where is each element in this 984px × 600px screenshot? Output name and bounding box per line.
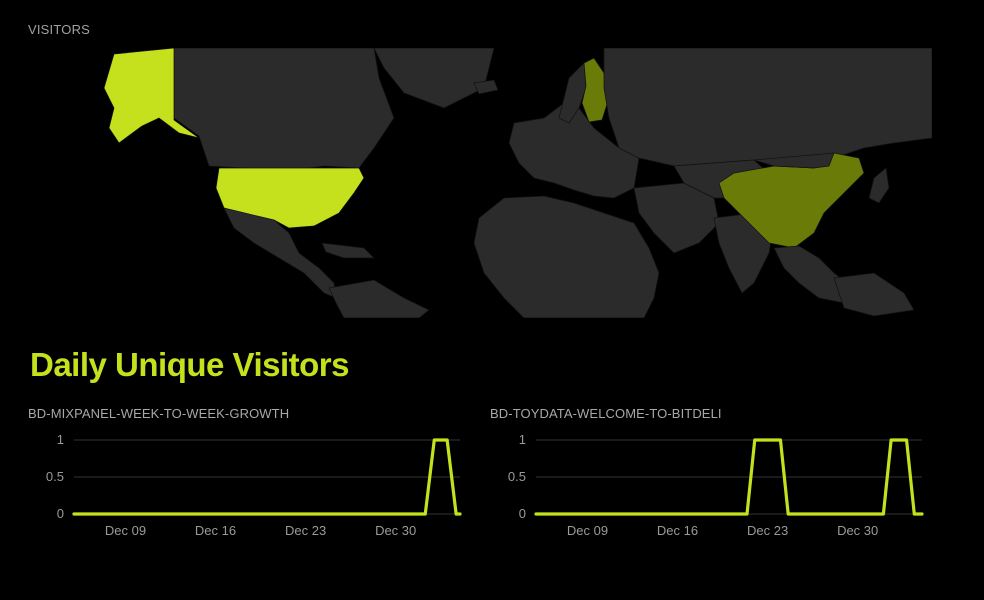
y-tick-label: 0 (519, 506, 526, 521)
x-tick-label: Dec 30 (837, 523, 878, 538)
map-country-alaska[interactable] (103, 48, 200, 144)
y-tick-label: 1 (57, 432, 64, 447)
y-tick-label: 0.5 (46, 469, 64, 484)
map-country-united-states[interactable] (215, 167, 365, 229)
x-tick-label: Dec 09 (105, 523, 146, 538)
map-country-south-america[interactable] (328, 279, 430, 318)
y-tick-label: 1 (519, 432, 526, 447)
line-chart: 1 0.5 0 Dec 09 Dec 16 Dec 23 Dec 30 (508, 432, 924, 538)
world-map (74, 48, 932, 318)
map-country-canada[interactable] (173, 48, 395, 171)
y-tick-label: 0.5 (508, 469, 526, 484)
x-tick-label: Dec 30 (375, 523, 416, 538)
chart-title: BD-TOYDATA-WELCOME-TO-BITDELI (490, 406, 722, 421)
map-country-greenland[interactable] (373, 48, 495, 109)
page-title: Daily Unique Visitors (30, 346, 349, 383)
map-country-mongolia[interactable] (753, 152, 835, 169)
visitors-section-label: VISITORS (28, 22, 91, 37)
chart-toydata: BD-TOYDATA-WELCOME-TO-BITDELI 1 0.5 0 Dec 0… (490, 404, 930, 538)
x-tick-label: Dec 23 (285, 523, 326, 538)
map-region-caribbean[interactable] (321, 242, 375, 259)
map-region-indonesia[interactable] (833, 272, 915, 317)
chart-mixpanel: BD-MIXPANEL-WEEK-TO-WEEK-GROWTH 1 0.5 0 Dec… (28, 404, 468, 538)
x-tick-label: Dec 16 (195, 523, 236, 538)
series-line (72, 438, 462, 516)
series-line (534, 438, 924, 516)
chart-title: BD-MIXPANEL-WEEK-TO-WEEK-GROWTH (28, 406, 290, 421)
map-country-japan[interactable] (868, 167, 890, 204)
line-chart: 1 0.5 0 Dec 09 Dec 16 Dec 23 Dec 30 (46, 432, 462, 538)
map-region-africa[interactable] (473, 195, 660, 318)
y-tick-label: 0 (57, 506, 64, 521)
x-tick-label: Dec 16 (657, 523, 698, 538)
map-country-finland[interactable] (581, 57, 610, 123)
x-tick-label: Dec 09 (567, 523, 608, 538)
x-tick-label: Dec 23 (747, 523, 788, 538)
map-country-iceland[interactable] (473, 79, 499, 95)
